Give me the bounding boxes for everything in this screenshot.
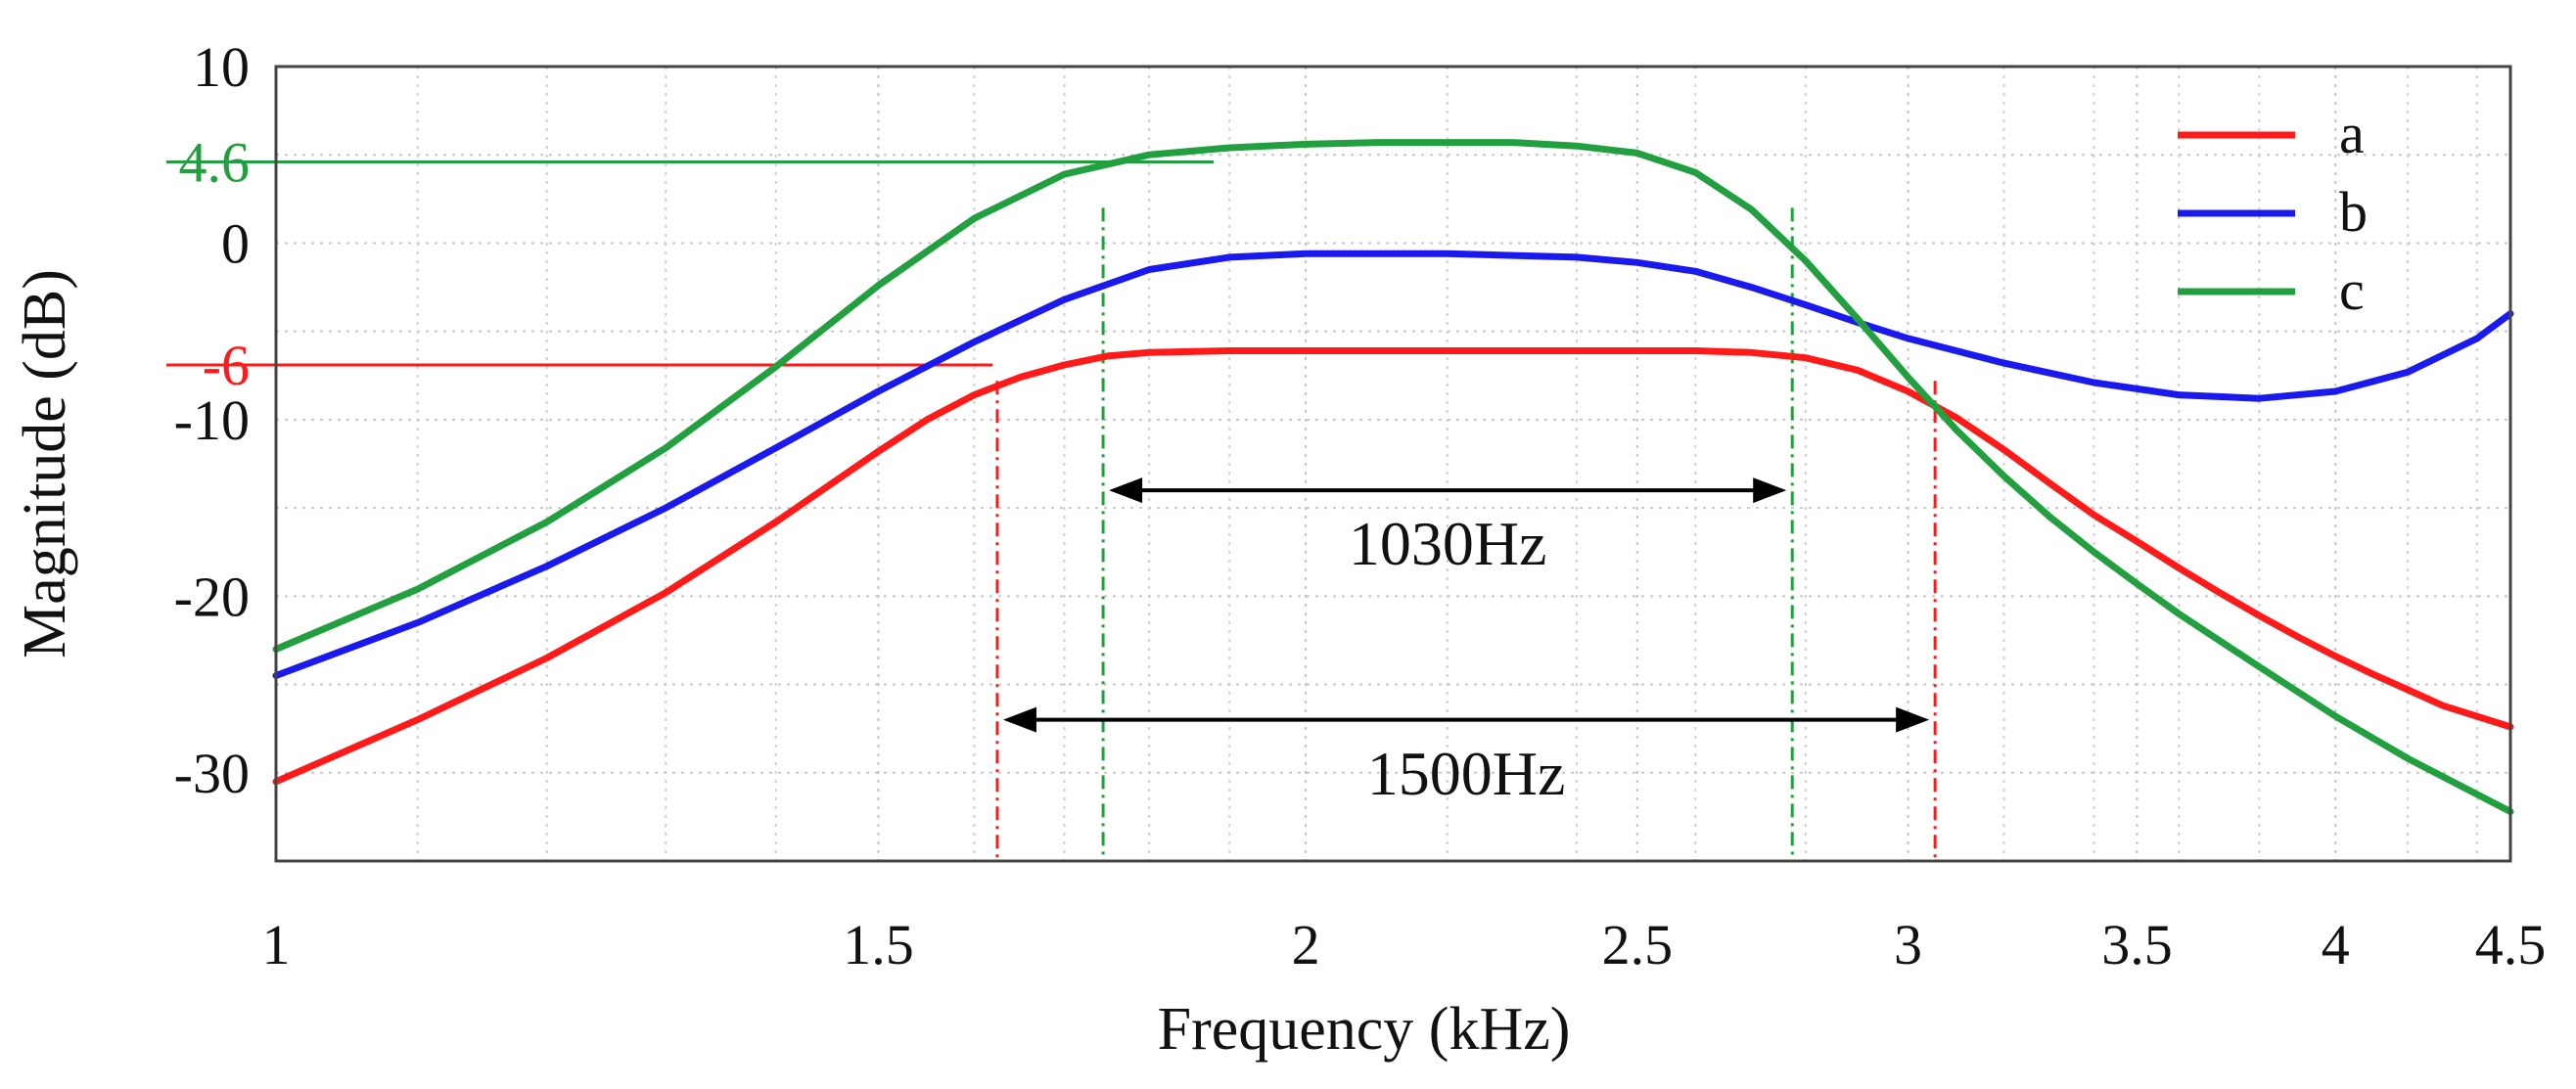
- bandwidth-arrowhead-left: [1002, 706, 1036, 733]
- bandwidth-label: 1500Hz: [1367, 739, 1566, 808]
- y-tick-label: -20: [174, 565, 250, 628]
- y-tick-label: -30: [174, 742, 250, 805]
- x-tick-label: 1.5: [843, 913, 914, 976]
- bandwidth-label: 1030Hz: [1349, 509, 1547, 578]
- x-axis-label: Frequency (kHz): [1158, 996, 1571, 1063]
- data-series: [272, 139, 2514, 815]
- y-axis-label: Magnitude (dB): [12, 269, 78, 658]
- series-line-a: [272, 347, 2514, 786]
- reference-value-label: 4.6: [179, 130, 251, 194]
- annotations: 4.6 -6 1030Hz 1500Hz: [166, 130, 1937, 861]
- bandwidth-arrowhead-left: [1109, 477, 1143, 504]
- legend-label: c: [2339, 258, 2365, 322]
- x-tick-label: 3.5: [2101, 913, 2173, 976]
- x-tick-label: 4: [2322, 913, 2350, 976]
- y-tick-label: 10: [193, 35, 250, 99]
- x-tick-label: 2.5: [1602, 913, 1674, 976]
- series-line-b: [272, 250, 2514, 679]
- x-tick-label: 4.5: [2475, 913, 2547, 976]
- legend: abc: [2178, 102, 2368, 322]
- series-line-c: [272, 139, 2514, 815]
- bandwidth-arrowhead-right: [1753, 477, 1787, 504]
- grid: [275, 67, 2511, 861]
- legend-label: a: [2339, 102, 2365, 165]
- reference-value-label: -6: [203, 334, 250, 397]
- x-tick-label: 2: [1292, 913, 1320, 976]
- tick-labels: 1 1.5 2 2.5 3 3.5 4 4.5 10 0 -10 -20 -30: [174, 35, 2547, 976]
- y-tick-label: 0: [221, 211, 250, 275]
- y-tick-label: -10: [174, 388, 250, 452]
- legend-label: b: [2339, 180, 2368, 244]
- bandwidth-arrowhead-right: [1896, 706, 1930, 733]
- plot-frame: [274, 65, 2512, 863]
- x-tick-label: 3: [1894, 913, 1922, 976]
- x-tick-label: 1: [262, 913, 291, 976]
